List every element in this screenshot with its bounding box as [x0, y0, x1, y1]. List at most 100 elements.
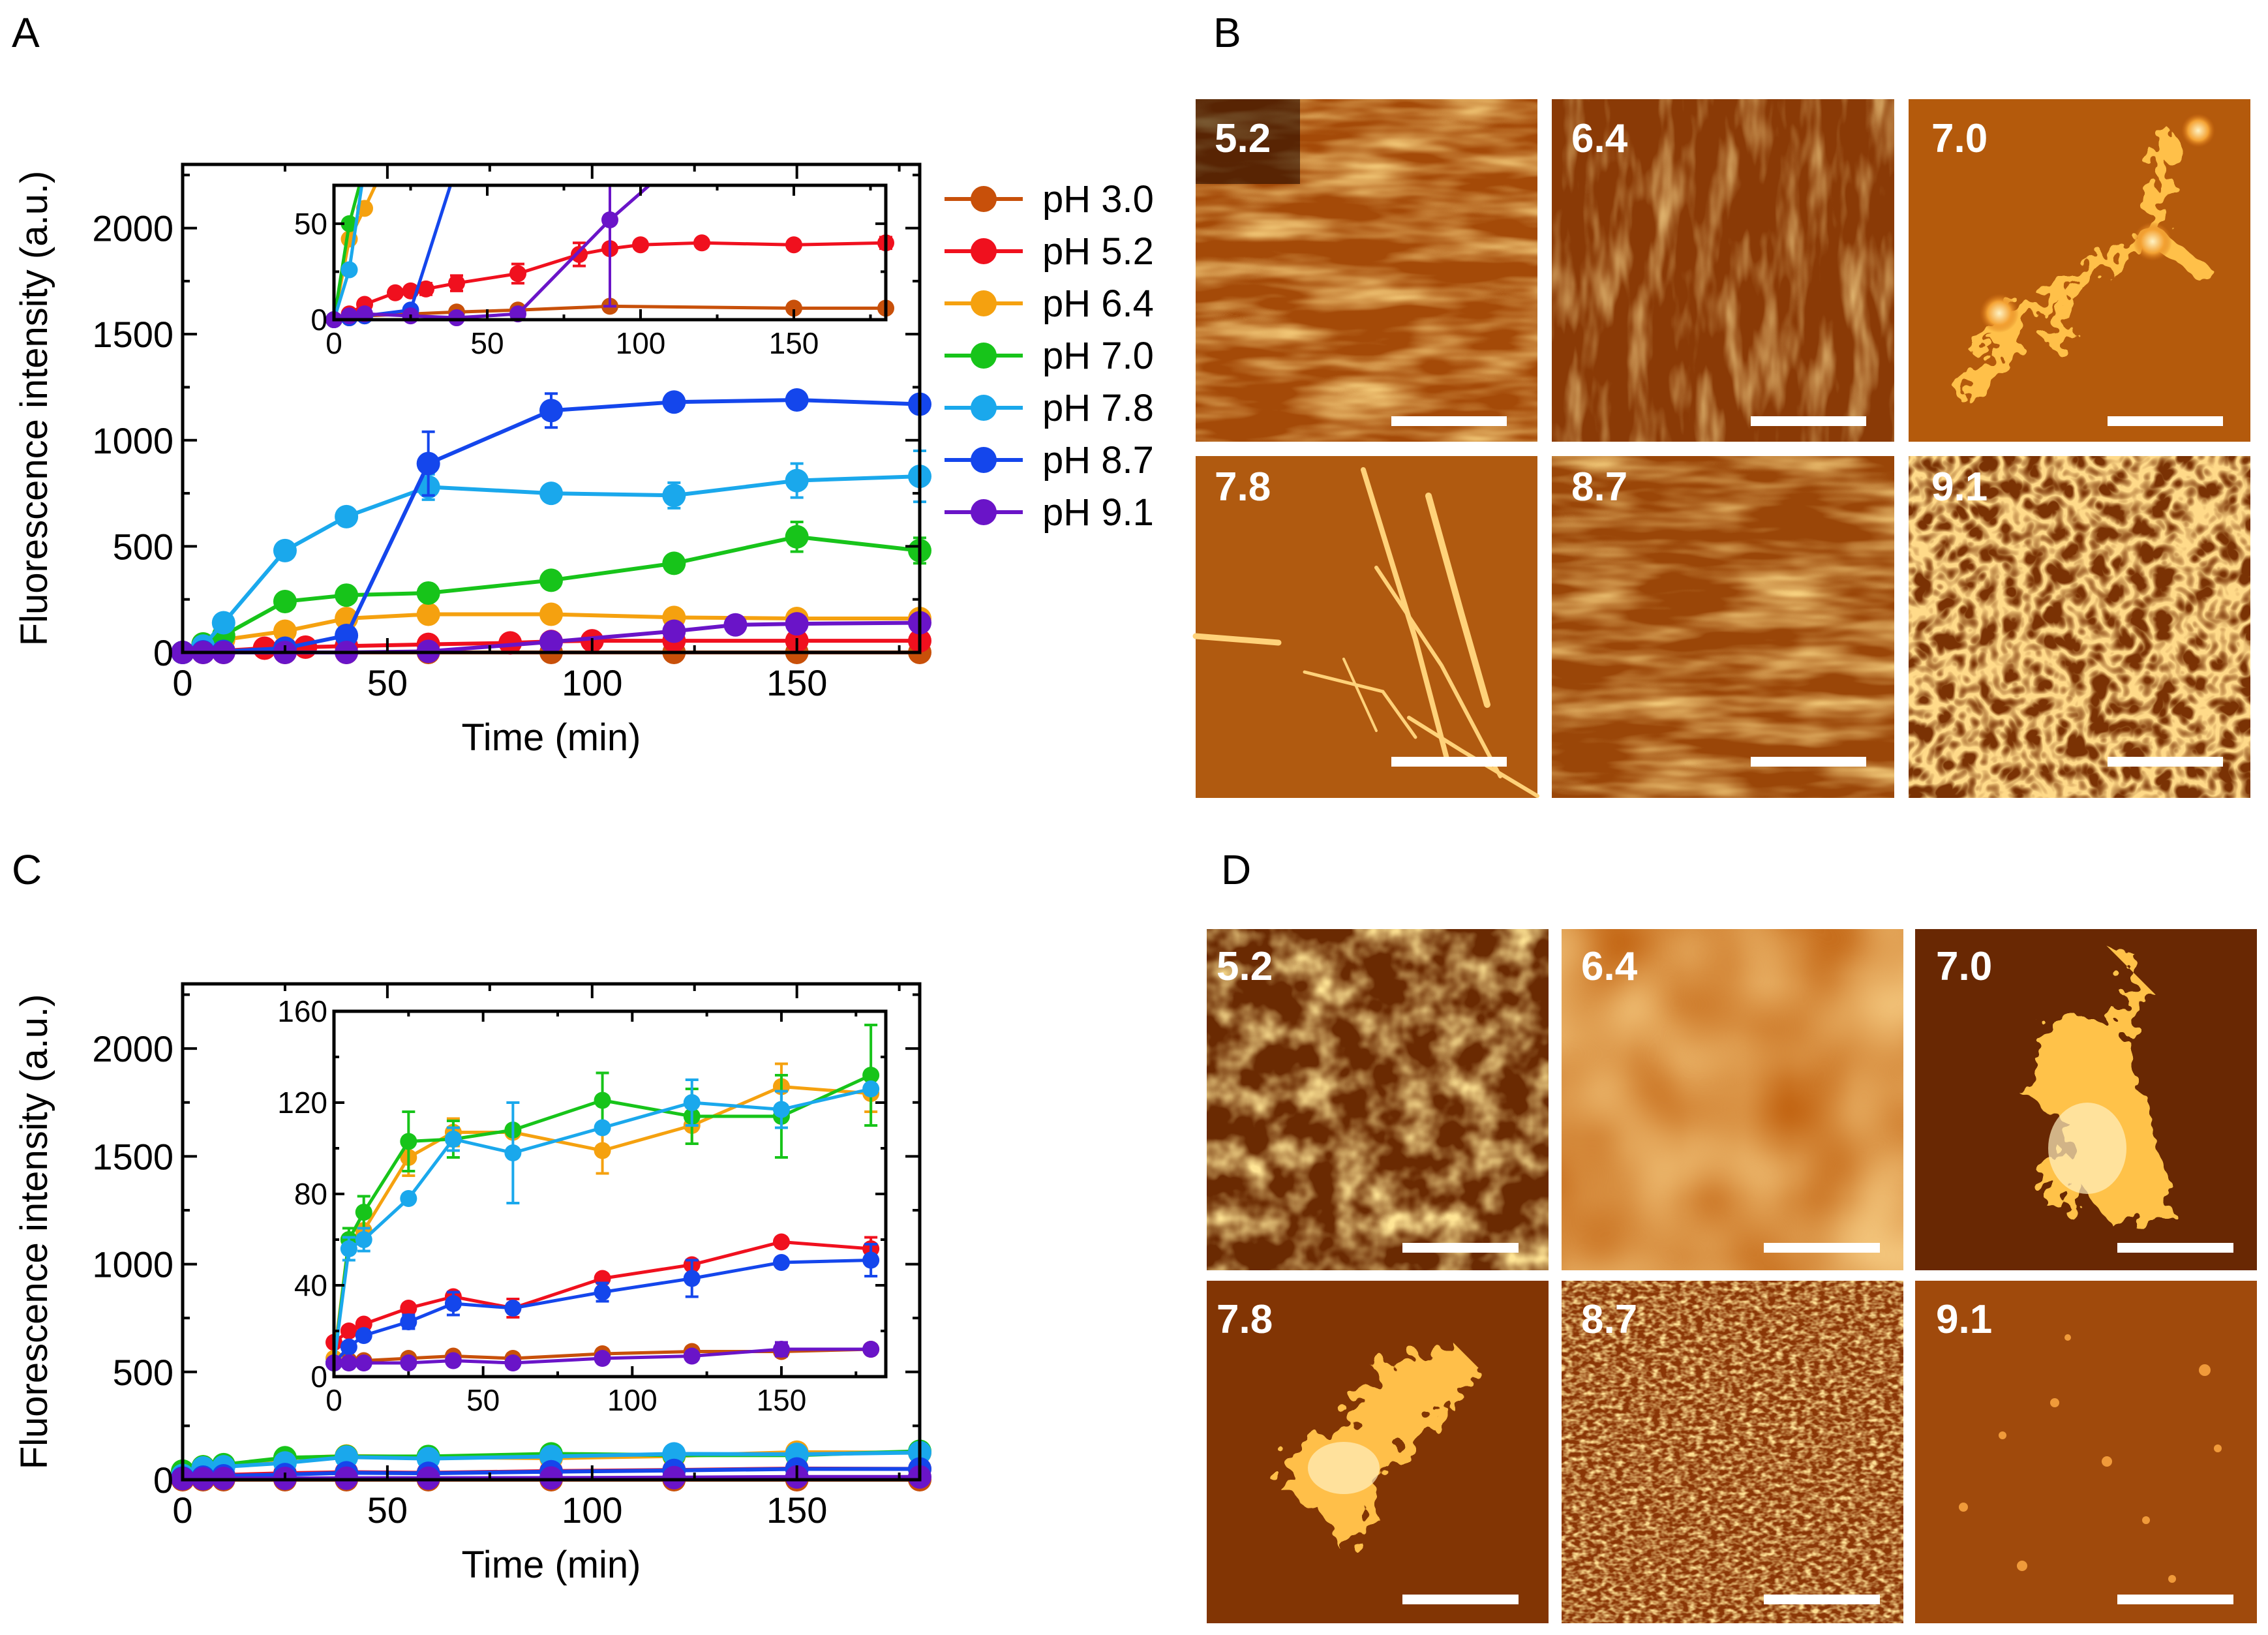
legend-label: pH 3.0 — [1042, 178, 1154, 221]
legend-marker — [971, 343, 997, 369]
scale-bar — [2117, 1595, 2233, 1604]
data-point — [400, 1313, 417, 1330]
y-tick-label: 120 — [277, 1086, 327, 1120]
image-label: 7.8 — [1215, 465, 1271, 510]
x-tick-label: 0 — [325, 1383, 342, 1417]
panel-label-a: A — [12, 9, 40, 56]
panel-label-b: B — [1213, 9, 1241, 56]
data-point — [662, 483, 686, 508]
image-label: 5.2 — [1215, 116, 1271, 161]
data-point — [335, 623, 359, 647]
data-point — [594, 1283, 611, 1301]
data-point — [355, 1204, 372, 1221]
afm-image-b-6-4: 6.4 — [1552, 99, 1894, 442]
y-tick-label: 0 — [153, 632, 174, 673]
data-point — [273, 619, 297, 643]
y-tick-label: 1000 — [92, 420, 174, 461]
legend-marker — [971, 186, 997, 212]
data-point — [772, 1254, 790, 1271]
y-tick-label: 80 — [294, 1177, 327, 1211]
data-point — [785, 612, 809, 636]
y-tick-label: 2000 — [92, 208, 174, 249]
series-line — [333, 1259, 871, 1364]
scale-bar — [1751, 416, 1866, 426]
data-point — [772, 1233, 790, 1251]
axes-frame — [181, 162, 922, 654]
x-tick-label: 100 — [562, 1490, 622, 1531]
data-point — [504, 1300, 522, 1317]
data-point — [340, 261, 358, 279]
data-point — [539, 399, 563, 423]
data-point — [601, 211, 618, 228]
data-point — [785, 299, 802, 317]
legend: pH 3.0 pH 5.2 pH 6.4 pH 7.0 pH 7.8 pH 8.7 pH 9… — [945, 178, 1154, 534]
data-point — [416, 581, 440, 605]
data-point — [662, 551, 686, 575]
image-label: 9.1 — [1931, 465, 1988, 510]
x-tick-label: 150 — [769, 326, 819, 360]
data-point — [400, 1354, 417, 1371]
afm-image-d-8-7: 8.7 — [1562, 1281, 1903, 1623]
series-group — [325, 1024, 880, 1371]
data-point — [772, 1341, 790, 1358]
data-point — [683, 1347, 701, 1365]
x-tick-label: 100 — [607, 1383, 658, 1417]
afm-panel-d: 5.2 6.4 7.0 — [1207, 929, 2257, 1623]
x-tick-label: 0 — [325, 326, 342, 360]
data-point — [340, 1338, 357, 1356]
data-point — [723, 613, 748, 637]
data-point — [400, 1300, 417, 1317]
data-point — [340, 1354, 357, 1371]
y-axis-label: Fluorescence intensity (a.u.) — [13, 994, 55, 1470]
legend-marker — [971, 499, 997, 525]
afm-image-d-7-0: 7.0 — [1915, 929, 2257, 1270]
data-point — [448, 275, 465, 292]
scale-bar — [1391, 416, 1507, 426]
data-point — [662, 1442, 686, 1466]
data-point — [400, 1133, 417, 1150]
image-label: 7.8 — [1217, 1297, 1273, 1342]
data-point — [444, 1295, 462, 1312]
data-point — [683, 1094, 701, 1111]
x-tick-label: 150 — [766, 1490, 827, 1531]
image-label: 6.4 — [1581, 944, 1638, 989]
data-point — [862, 1067, 880, 1084]
y-tick-label: 2000 — [92, 1028, 174, 1069]
data-point — [340, 215, 358, 232]
afm-image-d-5-2: 5.2 — [1207, 929, 1549, 1270]
y-tick-label: 1000 — [92, 1244, 174, 1285]
data-point — [539, 630, 563, 654]
data-point — [498, 631, 522, 655]
data-point — [335, 583, 359, 607]
data-point — [504, 1354, 522, 1371]
x-tick-label: 150 — [757, 1383, 807, 1417]
image-label: 7.0 — [1936, 944, 1992, 989]
data-point — [862, 1080, 880, 1097]
data-point — [785, 388, 809, 412]
y-tick-label: 50 — [294, 207, 327, 241]
scale-bar — [1764, 1595, 1880, 1604]
legend-label: pH 7.0 — [1042, 335, 1154, 377]
data-point — [594, 1142, 611, 1159]
axes-frame — [332, 183, 888, 322]
x-tick-label: 100 — [616, 326, 666, 360]
y-tick-label: 1500 — [92, 314, 174, 355]
scale-bar — [2117, 1243, 2233, 1253]
legend-label: pH 6.4 — [1042, 283, 1154, 325]
data-point — [416, 602, 440, 626]
series-line — [182, 474, 920, 654]
image-label: 6.4 — [1571, 116, 1628, 161]
x-tick-label: 150 — [766, 662, 827, 703]
data-point — [785, 468, 809, 493]
data-point — [335, 504, 359, 528]
x-tick-label: 0 — [172, 662, 192, 703]
chart-c-inset: 0 50 100 150 0 40 80 120 160 — [277, 994, 888, 1417]
y-tick-label: 0 — [310, 303, 327, 337]
data-point — [594, 1092, 611, 1109]
panel-label-d: D — [1221, 846, 1251, 893]
scale-bar — [1764, 1243, 1880, 1253]
afm-panel-b: 5.2 6.4 7.0 — [1192, 99, 2250, 798]
data-point — [211, 611, 235, 635]
x-tick-label: 50 — [466, 1383, 500, 1417]
